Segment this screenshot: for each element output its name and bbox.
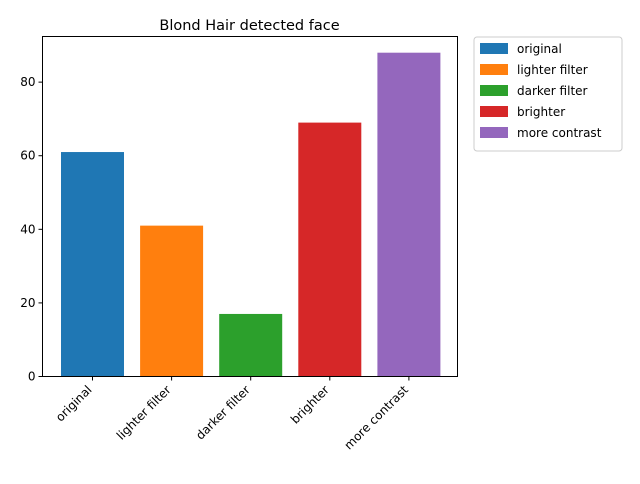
x-axis: original lighter filter darker filter brigh…	[53, 376, 411, 453]
y-tick-label: 0	[28, 370, 36, 384]
legend-swatch	[480, 106, 508, 117]
legend-swatch	[480, 127, 508, 138]
legend: original lighter filter darker filter brigh…	[473, 36, 623, 152]
y-tick-label: 20	[20, 296, 35, 310]
legend-label: brighter	[517, 105, 565, 119]
x-tick-label: brighter	[288, 383, 332, 427]
bar-darker-filter	[219, 313, 283, 377]
legend-box	[473, 36, 623, 152]
legend-label: darker filter	[517, 84, 588, 98]
y-tick-label: 40	[20, 222, 35, 236]
bar-lighter-filter	[140, 225, 204, 377]
x-tick-label: lighter filter	[114, 383, 174, 443]
y-tick-label: 80	[20, 75, 35, 89]
bars-group	[61, 52, 441, 377]
legend-label: lighter filter	[517, 63, 588, 77]
legend-swatch	[480, 85, 508, 96]
x-tick-label: darker filter	[193, 383, 253, 443]
bar-original	[61, 152, 124, 377]
y-tick-label: 60	[20, 149, 35, 163]
x-tick-label: more contrast	[341, 383, 411, 453]
legend-swatch	[480, 64, 508, 75]
chart-title: Blond Hair detected face	[159, 18, 339, 34]
y-axis: 0 20 40 60 80	[20, 75, 43, 384]
legend-label: original	[517, 42, 562, 56]
x-tick-label: original	[53, 383, 95, 425]
legend-swatch	[480, 43, 508, 54]
bar-brighter	[298, 122, 362, 377]
plot-frame	[42, 36, 458, 377]
bar-more-contrast	[377, 52, 441, 377]
legend-label: more contrast	[517, 126, 602, 140]
